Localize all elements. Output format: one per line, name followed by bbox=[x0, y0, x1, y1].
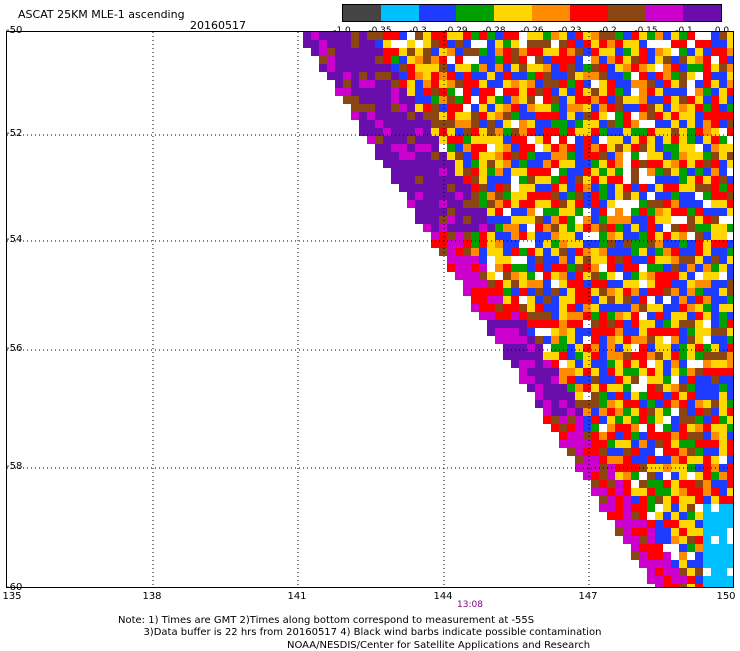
latitude-label: -50 bbox=[6, 25, 23, 36]
map-title: ASCAT 25KM MLE-1 ascending bbox=[18, 8, 185, 21]
colorbar-segment bbox=[343, 5, 381, 21]
latitude-label: -58 bbox=[6, 461, 23, 472]
longitude-label: 135 bbox=[2, 591, 22, 602]
pass-time-label: 13:08 bbox=[457, 600, 483, 610]
colorbar-segment bbox=[494, 5, 532, 21]
note-line-1: Note: 1) Times are GMT 2)Times along bot… bbox=[118, 615, 535, 626]
map-plot-area bbox=[6, 31, 734, 588]
longitude-label: 150 bbox=[716, 591, 736, 602]
colorbar-segment bbox=[607, 5, 646, 21]
latitude-label: -54 bbox=[6, 234, 23, 245]
colorbar-segment bbox=[418, 5, 457, 21]
latitude-label: -60 bbox=[6, 582, 23, 593]
colorbar bbox=[342, 4, 722, 22]
agency-credit: NOAA/NESDIS/Center for Satellite Applica… bbox=[287, 640, 591, 651]
swath-cells bbox=[303, 32, 733, 587]
longitude-label: 147 bbox=[578, 591, 598, 602]
colorbar-segment bbox=[456, 5, 495, 21]
colorbar-segment bbox=[645, 5, 684, 21]
note-line-2: 3)Data buffer is 22 hrs from 20160517 4)… bbox=[143, 627, 602, 638]
footer-note: Note: 1) Times are GMT 2)Times along bot… bbox=[118, 615, 601, 639]
colorbar-segment bbox=[380, 5, 419, 21]
longitude-label: 144 bbox=[433, 591, 453, 602]
map-date: 20160517 bbox=[190, 19, 246, 32]
latitude-label: -52 bbox=[6, 128, 23, 139]
colorbar-segment bbox=[569, 5, 608, 21]
longitude-label: 138 bbox=[142, 591, 162, 602]
latitude-label: -56 bbox=[6, 343, 23, 354]
colorbar-segment bbox=[683, 5, 721, 21]
colorbar-segment bbox=[531, 5, 570, 21]
swath-plot bbox=[7, 32, 733, 587]
longitude-label: 141 bbox=[287, 591, 307, 602]
